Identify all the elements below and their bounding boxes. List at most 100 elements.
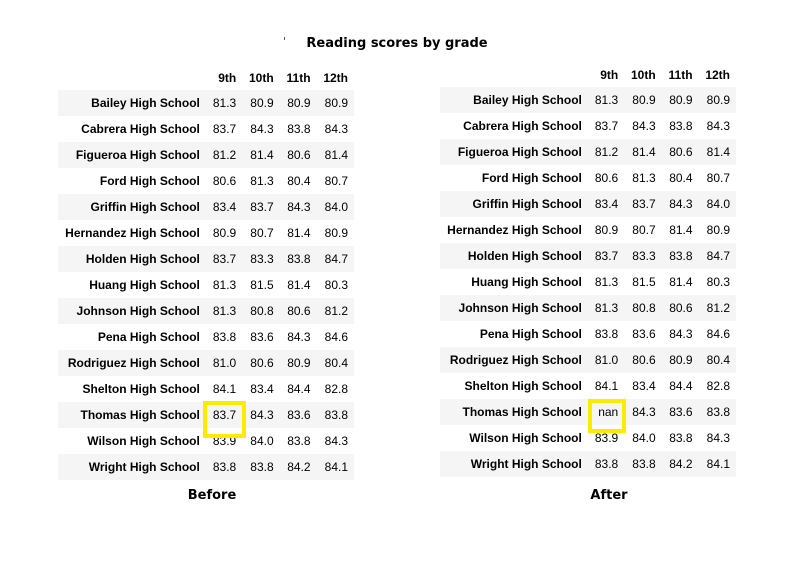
- score-cell: 81.3: [212, 304, 237, 318]
- row-school-name: Holden High School: [85, 252, 200, 266]
- score-cell: 80.9: [706, 93, 730, 107]
- score-cell: 84.6: [706, 327, 730, 341]
- after-caption: After: [590, 488, 628, 503]
- figure-title: Reading scores by grade: [306, 36, 488, 51]
- score-cell: 80.3: [706, 275, 730, 289]
- score-cell: 82.8: [706, 379, 730, 393]
- score-cell: 80.6: [287, 148, 311, 162]
- score-cell: 83.4: [212, 200, 237, 214]
- score-cell: 84.7: [706, 249, 730, 263]
- score-cell: 83.6: [287, 408, 311, 422]
- score-cell: 81.3: [632, 171, 656, 185]
- score-cell: 80.6: [669, 301, 693, 315]
- table-row: Bailey High School 81.3 80.9 80.9 80.9: [58, 90, 354, 116]
- score-cell: 83.7: [212, 252, 237, 266]
- score-cell: 80.9: [669, 93, 693, 107]
- score-cell: 84.3: [250, 408, 274, 422]
- score-cell: 83.8: [287, 434, 311, 448]
- row-school-name: Thomas High School: [80, 408, 200, 422]
- row-school-name: Bailey High School: [473, 93, 582, 107]
- score-cell: 84.0: [324, 200, 348, 214]
- score-cell: 80.9: [669, 353, 693, 367]
- header-col-9th: 9th: [600, 68, 619, 82]
- score-cell: 84.1: [324, 460, 348, 474]
- table-row: Wilson High School 83.9 84.0 83.8 84.3: [58, 428, 354, 454]
- score-cell: 81.3: [594, 275, 619, 289]
- header-index: [58, 66, 206, 90]
- score-cell: 81.5: [632, 275, 656, 289]
- before-highlight-box: [203, 401, 246, 438]
- score-cell: 83.3: [632, 249, 656, 263]
- score-cell: 81.5: [250, 278, 274, 292]
- row-school-name: Shelton High School: [464, 379, 582, 393]
- score-cell: 81.4: [287, 278, 311, 292]
- after-header-row: 9th 10th 11th 12th: [440, 63, 736, 87]
- score-cell: 83.8: [287, 252, 311, 266]
- table-row: Shelton High School 84.1 83.4 84.4 82.8: [440, 373, 736, 399]
- header-col-10th: 10th: [630, 68, 656, 82]
- score-cell: 83.8: [212, 460, 237, 474]
- header-index: [440, 63, 588, 87]
- score-cell: 84.1: [212, 382, 237, 396]
- score-cell: 80.9: [250, 96, 274, 110]
- score-cell: 80.9: [212, 226, 237, 240]
- score-cell: 84.3: [324, 122, 348, 136]
- score-cell: 83.6: [250, 330, 274, 344]
- row-school-name: Cabrera High School: [81, 122, 200, 136]
- score-cell: 83.9: [594, 431, 619, 445]
- score-cell: 80.9: [594, 223, 619, 237]
- header-col-10th: 10th: [248, 71, 274, 85]
- table-row: Rodriguez High School 81.0 80.6 80.9 80.4: [440, 347, 736, 373]
- score-cell: 80.6: [669, 145, 693, 159]
- before-caption: Before: [187, 488, 237, 503]
- row-school-name: Wilson High School: [87, 434, 200, 448]
- header-col-11th: 11th: [286, 71, 311, 85]
- score-cell: 83.8: [706, 405, 730, 419]
- table-row: Figueroa High School 81.2 81.4 80.6 81.4: [440, 139, 736, 165]
- table-row: Johnson High School 81.3 80.8 80.6 81.2: [440, 295, 736, 321]
- score-cell: 80.9: [287, 356, 311, 370]
- score-cell: 81.0: [212, 356, 237, 370]
- score-cell: 83.6: [632, 327, 656, 341]
- row-school-name: Hernandez High School: [65, 226, 200, 240]
- score-cell: 80.8: [632, 301, 656, 315]
- score-cell: 80.7: [632, 223, 656, 237]
- row-school-name: Griffin High School: [472, 197, 582, 211]
- score-cell: 83.8: [669, 249, 693, 263]
- score-cell: 84.3: [669, 197, 693, 211]
- row-school-name: Ford High School: [481, 171, 582, 185]
- score-cell: 80.9: [324, 96, 348, 110]
- score-cell: 83.7: [250, 200, 274, 214]
- score-cell: 84.3: [706, 431, 730, 445]
- table-row: Pena High School 83.8 83.6 84.3 84.6: [440, 321, 736, 347]
- score-cell: 83.4: [250, 382, 274, 396]
- score-cell: 80.9: [324, 226, 348, 240]
- table-row: Griffin High School 83.4 83.7 84.3 84.0: [58, 194, 354, 220]
- score-cell: 84.0: [632, 431, 656, 445]
- score-cell: 81.2: [324, 304, 348, 318]
- score-cell: 84.4: [287, 382, 311, 396]
- stray-mark: [284, 37, 285, 40]
- table-row: Wright High School 83.8 83.8 84.2 84.1: [58, 454, 354, 480]
- score-cell: 83.6: [669, 405, 693, 419]
- score-cell: 80.7: [324, 174, 348, 188]
- row-school-name: Bailey High School: [91, 96, 200, 110]
- score-cell: 80.6: [287, 304, 311, 318]
- table-row: Holden High School 83.7 83.3 83.8 84.7: [58, 246, 354, 272]
- score-cell: 81.0: [594, 353, 619, 367]
- row-school-name: Huang High School: [471, 275, 582, 289]
- score-cell: 80.4: [287, 174, 311, 188]
- score-cell: 84.2: [669, 457, 693, 471]
- table-row: Figueroa High School 81.2 81.4 80.6 81.4: [58, 142, 354, 168]
- score-cell: 81.3: [212, 278, 237, 292]
- score-cell: 81.4: [632, 145, 656, 159]
- row-school-name: Wright High School: [470, 457, 582, 471]
- table-row: Huang High School 81.3 81.5 81.4 80.3: [58, 272, 354, 298]
- after-table-body: Bailey High School 81.3 80.9 80.9 80.9 Cabrer…: [440, 87, 736, 477]
- after-table: 9th 10th 11th 12th Bailey High School 81.…: [440, 63, 736, 477]
- score-cell: 80.4: [706, 353, 730, 367]
- score-cell: 81.2: [212, 148, 237, 162]
- score-cell: 81.4: [669, 223, 693, 237]
- row-school-name: Wright High School: [88, 460, 200, 474]
- before-table: 9th 10th 11th 12th Bailey High School 81.…: [58, 66, 354, 480]
